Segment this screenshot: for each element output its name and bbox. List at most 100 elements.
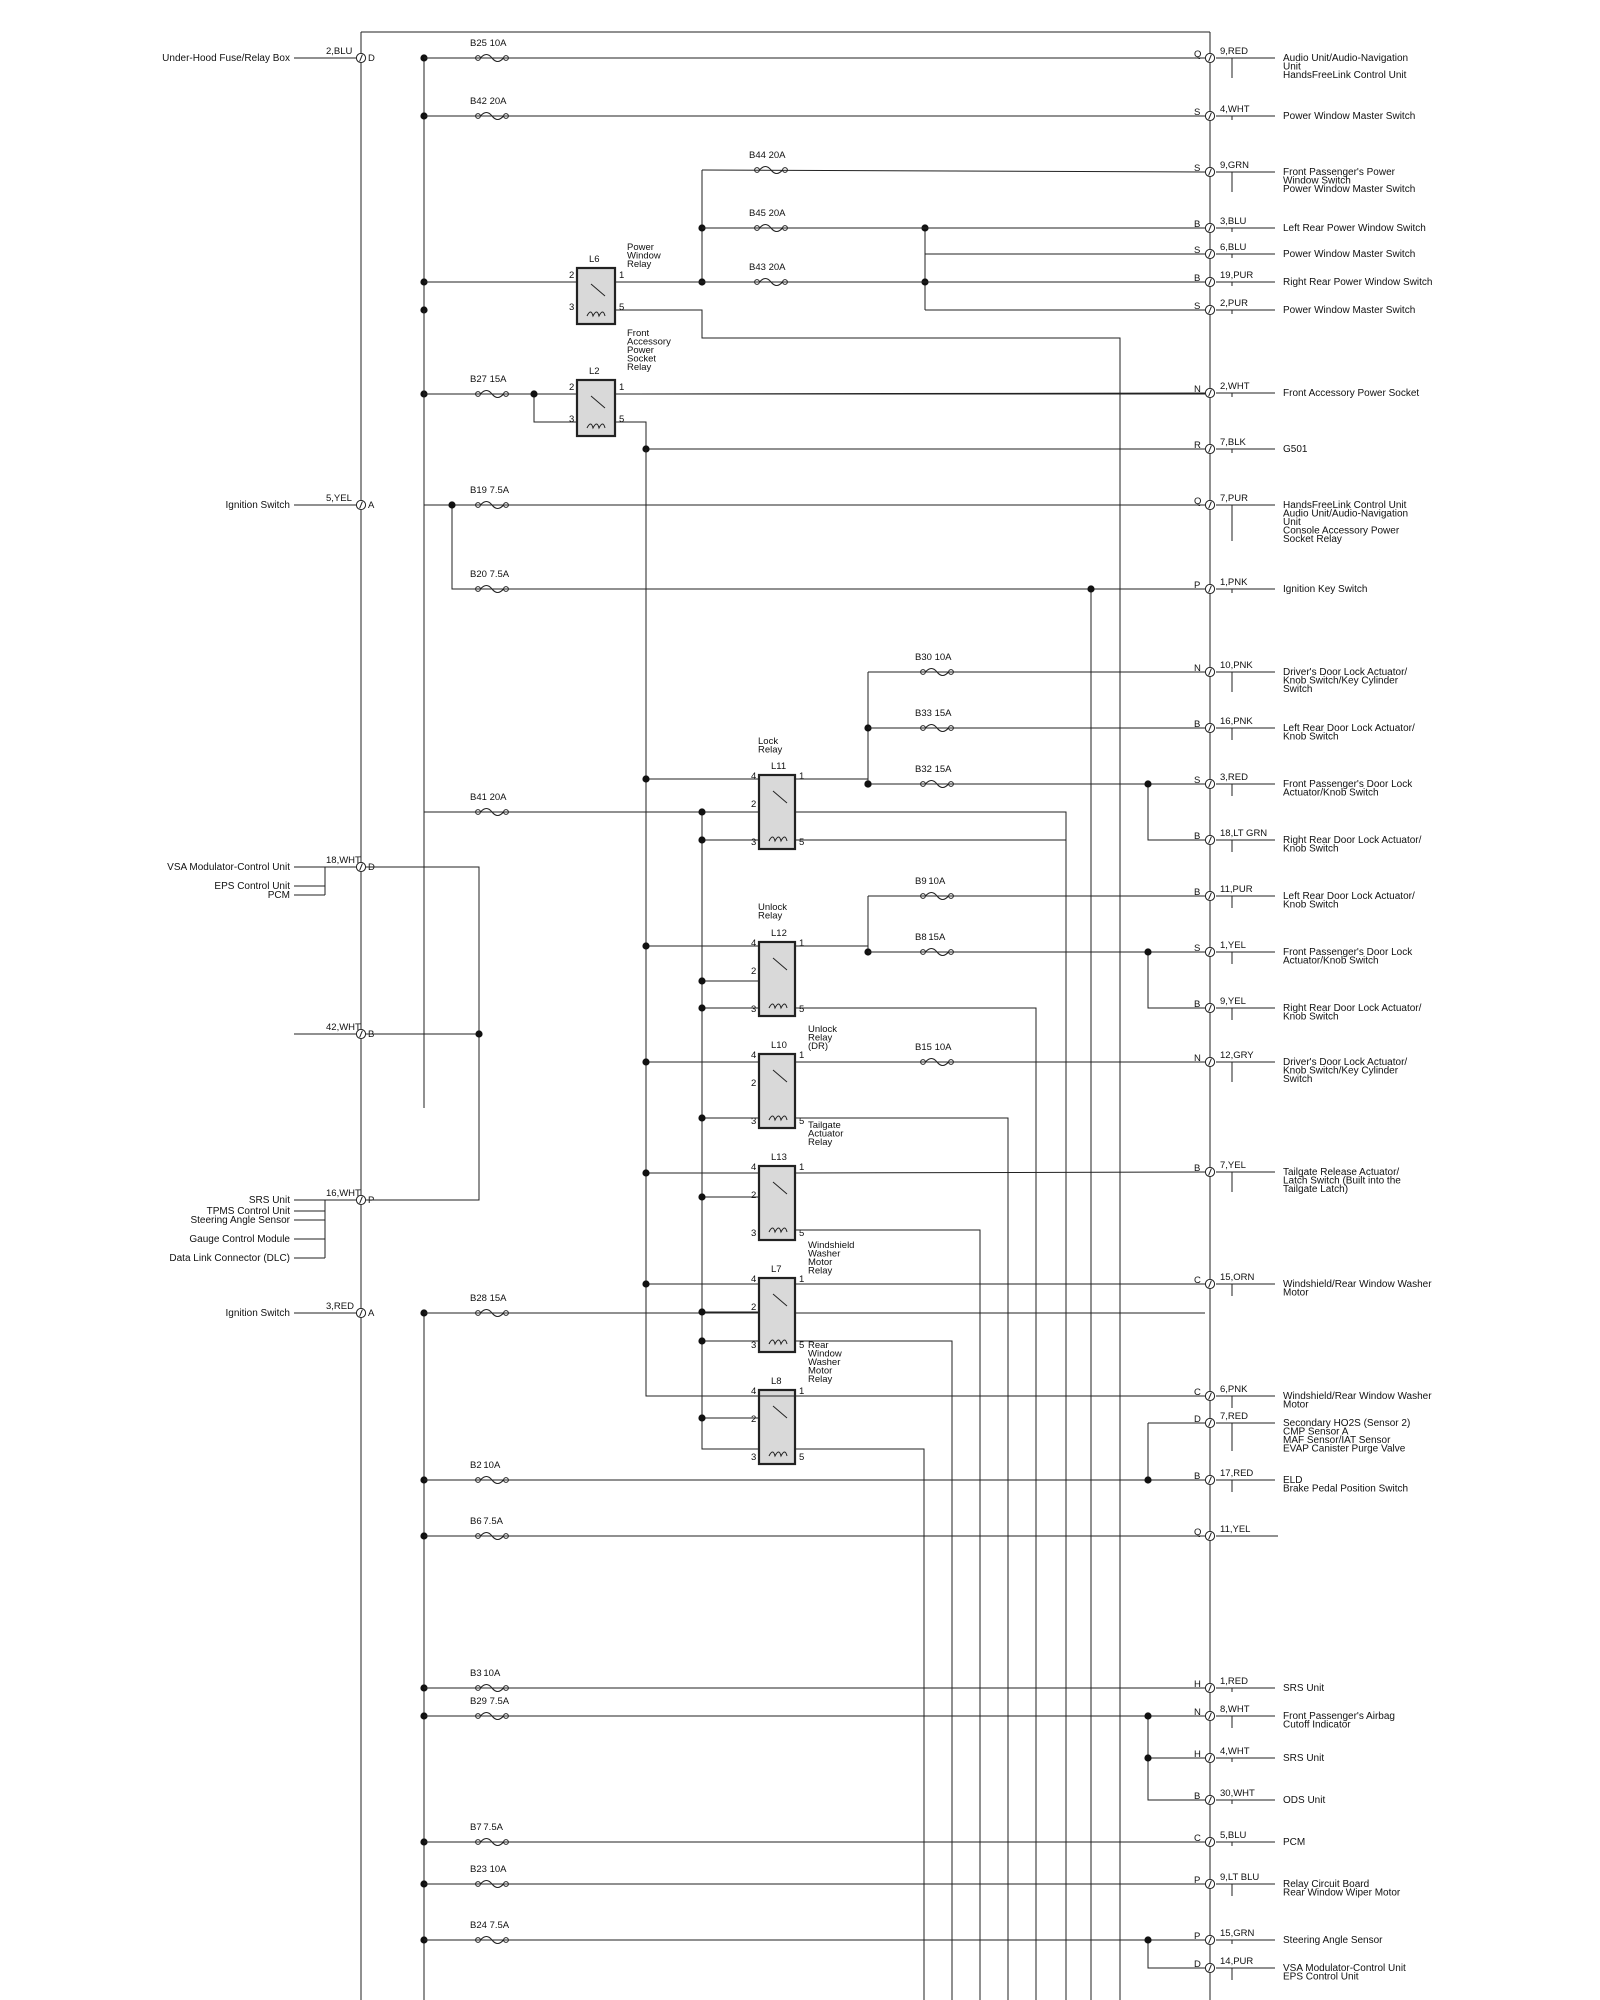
fuse-id: B20 — [470, 569, 487, 580]
output-destination-label: Latch Switch (Built into the — [1283, 1176, 1401, 1187]
connector-slash — [1208, 1168, 1212, 1176]
connector-slash — [1208, 1712, 1212, 1720]
fuse-rating: 7.5A — [483, 1822, 503, 1833]
output-pin-letter: S — [1194, 301, 1200, 312]
output-destination-label: ODS Unit — [1283, 1795, 1325, 1806]
output-pin-letter: Q — [1194, 49, 1201, 60]
connector-symbol — [1204, 1710, 1216, 1722]
input-pin-letter: A — [368, 1308, 375, 1319]
output-destination-label: Knob Switch — [1283, 732, 1339, 743]
connector-slash — [1208, 445, 1212, 453]
connector-symbol — [1204, 387, 1216, 399]
output-wire-label: 7,RED — [1220, 1411, 1248, 1422]
connector-slash — [359, 501, 363, 509]
fuse-id: B7 — [470, 1822, 482, 1833]
relay-pin-number: 2 — [751, 1302, 756, 1313]
connector-symbol — [1204, 443, 1216, 455]
output-destination-label: Power Window Master Switch — [1283, 184, 1415, 195]
output-destination-label: Window Switch — [1283, 176, 1351, 187]
fuse-rating: 10A — [935, 1042, 953, 1053]
relay-id: L12 — [771, 928, 787, 939]
output-destination-label: Rear Window Wiper Motor — [1283, 1888, 1401, 1899]
output-wire-label: 30,WHT — [1220, 1788, 1255, 1799]
output-destination-label: Actuator/Knob Switch — [1283, 956, 1379, 967]
relay-coil — [768, 1003, 788, 1010]
output-destination-label: Right Rear Door Lock Actuator/ — [1283, 1003, 1422, 1014]
wire — [614, 421, 1205, 450]
connector-slash — [1208, 250, 1212, 258]
connector-slash — [1208, 501, 1212, 509]
connector-symbol — [1204, 1390, 1216, 1402]
output-destination-label: Driver's Door Lock Actuator/ — [1283, 667, 1407, 678]
fuse-rating: 10A — [483, 1668, 501, 1679]
connector-symbol — [1204, 1934, 1216, 1946]
output-destination-label: Motor — [1283, 1288, 1309, 1299]
fuse-rating: 7.5A — [483, 1516, 503, 1527]
splice-dot — [642, 942, 650, 950]
output-destination-label: CMP Sensor A — [1283, 1427, 1349, 1438]
connector-symbol — [1204, 1878, 1216, 1890]
output-pin-letter: P — [1194, 580, 1200, 591]
output-wire-label: 9,GRN — [1220, 160, 1249, 171]
relay-name-label: Window — [808, 1349, 842, 1360]
output-wire-label: 16,PNK — [1220, 716, 1253, 727]
wire — [451, 505, 1205, 590]
connector-slash — [1208, 724, 1212, 732]
output-pin-letter: B — [1194, 719, 1200, 730]
relay-coil — [768, 1339, 788, 1346]
splice-dot — [448, 501, 456, 509]
connector-slash — [1208, 224, 1212, 232]
connector-symbol — [355, 861, 367, 873]
relay-body — [757, 940, 797, 1018]
fuse-rating: 15A — [928, 932, 946, 943]
output-destination-label: Knob Switch/Key Cylinder — [1283, 676, 1399, 687]
connector-slash — [1208, 1532, 1212, 1540]
splice-dot — [698, 1004, 706, 1012]
output-wire-label: 9,YEL — [1220, 996, 1246, 1007]
connector-symbol — [1204, 890, 1216, 902]
fuse-rating: 15A — [935, 708, 953, 719]
connector-slash — [1208, 948, 1212, 956]
output-pin-letter: B — [1194, 887, 1200, 898]
output-destination-label: Power Window Master Switch — [1283, 111, 1415, 122]
output-destination-label: Power Window Master Switch — [1283, 305, 1415, 316]
relay-pin-number: 3 — [569, 302, 574, 313]
output-wire-label: 5,BLU — [1220, 1830, 1247, 1841]
relay-name-label: Socket — [627, 354, 656, 365]
output-wire-label: 15,ORN — [1220, 1272, 1254, 1283]
output-wire-label: 1,RED — [1220, 1676, 1248, 1687]
connector-slash — [1208, 1058, 1212, 1066]
connector-slash — [1208, 1838, 1212, 1846]
relay-name-label: Relay — [808, 1374, 833, 1385]
connector-slash — [1208, 1392, 1212, 1400]
fuse-id: B8 — [915, 932, 927, 943]
output-pin-letter: D — [1194, 1959, 1201, 1970]
wire — [795, 1340, 953, 2000]
wire — [701, 812, 759, 1450]
output-destination-label: Front Accessory Power Socket — [1283, 388, 1419, 399]
splice-dot — [1144, 1754, 1152, 1762]
connector-symbol — [1204, 1682, 1216, 1694]
fuse-rating: 10A — [928, 876, 946, 887]
output-wire-label: 2,PUR — [1220, 298, 1248, 309]
output-destination-label: Front Passenger's Door Lock — [1283, 779, 1413, 790]
output-pin-letter: S — [1194, 775, 1200, 786]
input-wire-label: 3,RED — [326, 1301, 354, 1312]
connector-slash — [359, 1030, 363, 1038]
connector-slash — [1208, 1880, 1212, 1888]
output-destination-label: Knob Switch — [1283, 844, 1339, 855]
output-pin-letter: C — [1194, 1275, 1201, 1286]
fuse-rating: 20A — [769, 150, 787, 161]
relay-contact — [772, 957, 788, 971]
output-pin-letter: B — [1194, 273, 1200, 284]
fuse-id: B27 — [470, 374, 487, 385]
output-destination-label: Windshield/Rear Window Washer — [1283, 1391, 1432, 1402]
output-pin-letter: S — [1194, 943, 1200, 954]
connector-symbol — [1204, 1752, 1216, 1764]
relay-pin-number: 5 — [799, 1228, 804, 1239]
output-destination-label: Front Passenger's Power — [1283, 167, 1396, 178]
relay-coil — [768, 836, 788, 843]
fuse-id: B28 — [470, 1293, 487, 1304]
output-wire-label: 18,LT GRN — [1220, 828, 1267, 839]
output-destination-label: EPS Control Unit — [1283, 1972, 1359, 1983]
